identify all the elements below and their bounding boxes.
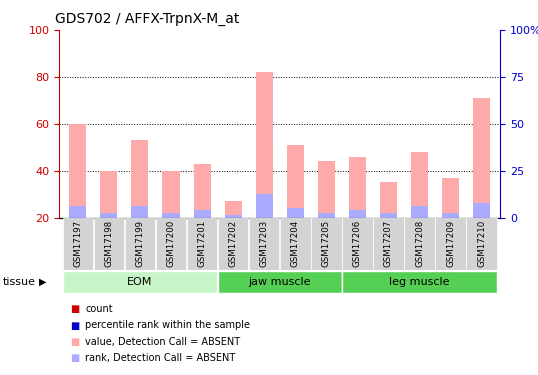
Text: GSM17197: GSM17197: [73, 220, 82, 267]
Text: ▶: ▶: [39, 277, 46, 287]
Bar: [473, 98, 490, 218]
Text: GSM17209: GSM17209: [446, 220, 455, 267]
Bar: [62, 271, 217, 293]
Bar: [349, 210, 366, 218]
Bar: [342, 217, 373, 270]
Bar: [131, 206, 148, 218]
Bar: [162, 171, 180, 217]
Bar: [473, 203, 490, 217]
Bar: [194, 210, 211, 218]
Text: GSM17206: GSM17206: [353, 220, 362, 267]
Text: GSM17199: GSM17199: [136, 220, 145, 267]
Text: leg muscle: leg muscle: [390, 277, 450, 287]
Text: value, Detection Call = ABSENT: value, Detection Call = ABSENT: [85, 337, 240, 346]
Bar: [101, 213, 117, 217]
Bar: [442, 178, 459, 218]
Bar: [162, 213, 180, 217]
Bar: [218, 271, 342, 293]
Text: tissue: tissue: [3, 277, 36, 287]
Text: GDS702 / AFFX-TrpnX-M_at: GDS702 / AFFX-TrpnX-M_at: [55, 12, 239, 26]
Bar: [435, 217, 466, 270]
Text: GSM17201: GSM17201: [197, 220, 207, 267]
Text: GSM17210: GSM17210: [477, 220, 486, 267]
Bar: [101, 171, 117, 217]
Text: count: count: [85, 304, 112, 314]
Bar: [194, 164, 211, 218]
Bar: [69, 206, 87, 218]
Text: EOM: EOM: [128, 277, 153, 287]
Bar: [311, 217, 342, 270]
Text: GSM17202: GSM17202: [229, 220, 238, 267]
Bar: [411, 152, 428, 217]
Bar: [466, 217, 497, 270]
Bar: [225, 201, 242, 217]
Text: GSM17203: GSM17203: [260, 220, 268, 267]
Bar: [342, 271, 497, 293]
Bar: [249, 217, 279, 270]
Text: ■: ■: [70, 321, 79, 330]
Bar: [411, 206, 428, 218]
Bar: [373, 217, 404, 270]
Bar: [287, 208, 304, 218]
Bar: [318, 161, 335, 218]
Text: rank, Detection Call = ABSENT: rank, Detection Call = ABSENT: [85, 353, 235, 363]
Text: GSM17198: GSM17198: [104, 220, 114, 267]
Bar: [225, 215, 242, 217]
Bar: [405, 217, 435, 270]
Bar: [131, 140, 148, 218]
Text: GSM17204: GSM17204: [291, 220, 300, 267]
Text: ■: ■: [70, 337, 79, 346]
Bar: [287, 145, 304, 218]
Bar: [94, 217, 124, 270]
Text: ■: ■: [70, 304, 79, 314]
Text: GSM17205: GSM17205: [322, 220, 331, 267]
Bar: [349, 157, 366, 218]
Text: percentile rank within the sample: percentile rank within the sample: [85, 321, 250, 330]
Bar: [156, 217, 186, 270]
Text: ■: ■: [70, 353, 79, 363]
Bar: [218, 217, 249, 270]
Bar: [442, 213, 459, 217]
Bar: [69, 124, 87, 218]
Bar: [380, 213, 397, 217]
Bar: [187, 217, 217, 270]
Bar: [125, 217, 155, 270]
Text: GSM17208: GSM17208: [415, 220, 424, 267]
Bar: [256, 72, 273, 217]
Bar: [280, 217, 310, 270]
Text: GSM17200: GSM17200: [167, 220, 175, 267]
Bar: [62, 217, 93, 270]
Bar: [318, 213, 335, 217]
Bar: [380, 182, 397, 218]
Text: jaw muscle: jaw muscle: [249, 277, 311, 287]
Bar: [256, 194, 273, 217]
Text: GSM17207: GSM17207: [384, 220, 393, 267]
